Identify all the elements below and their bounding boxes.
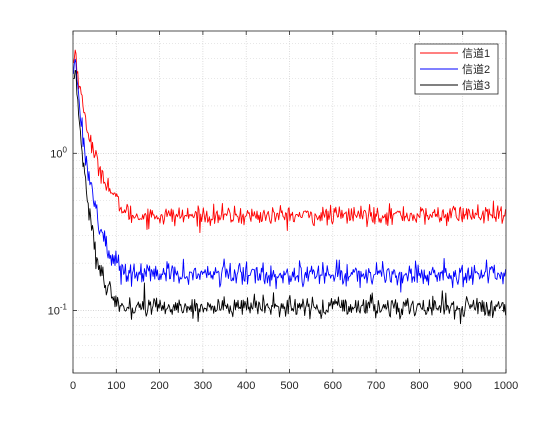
legend-label-series-1: 信道1 bbox=[462, 46, 490, 60]
x-tick-label: 0 bbox=[70, 380, 76, 392]
x-tick-label: 700 bbox=[367, 380, 385, 392]
y-tick-label: 100 bbox=[50, 145, 67, 160]
legend: 信道1 信道2 信道3 bbox=[414, 43, 499, 95]
x-tick-label: 500 bbox=[280, 380, 298, 392]
legend-label-series-2: 信道2 bbox=[462, 62, 490, 76]
x-tick-label: 300 bbox=[194, 380, 212, 392]
x-tick-label: 600 bbox=[324, 380, 342, 392]
series-line-2 bbox=[72, 58, 507, 293]
series-line-3 bbox=[73, 69, 507, 325]
series-line-1 bbox=[72, 49, 507, 234]
x-tick-label: 200 bbox=[150, 380, 168, 392]
x-tick-label: 1000 bbox=[494, 380, 518, 392]
x-tick-label: 100 bbox=[107, 380, 125, 392]
series-layer bbox=[72, 49, 507, 325]
legend-label-series-3: 信道3 bbox=[462, 78, 490, 92]
y-tick-label: 10-1 bbox=[48, 302, 68, 317]
x-tick-label: 400 bbox=[237, 380, 255, 392]
tick-layer: 0 100 200 300 400 500 600 700 800 900 1000 10-1 100 bbox=[48, 31, 518, 392]
x-tick-label: 900 bbox=[454, 380, 472, 392]
x-tick-label: 800 bbox=[410, 380, 428, 392]
